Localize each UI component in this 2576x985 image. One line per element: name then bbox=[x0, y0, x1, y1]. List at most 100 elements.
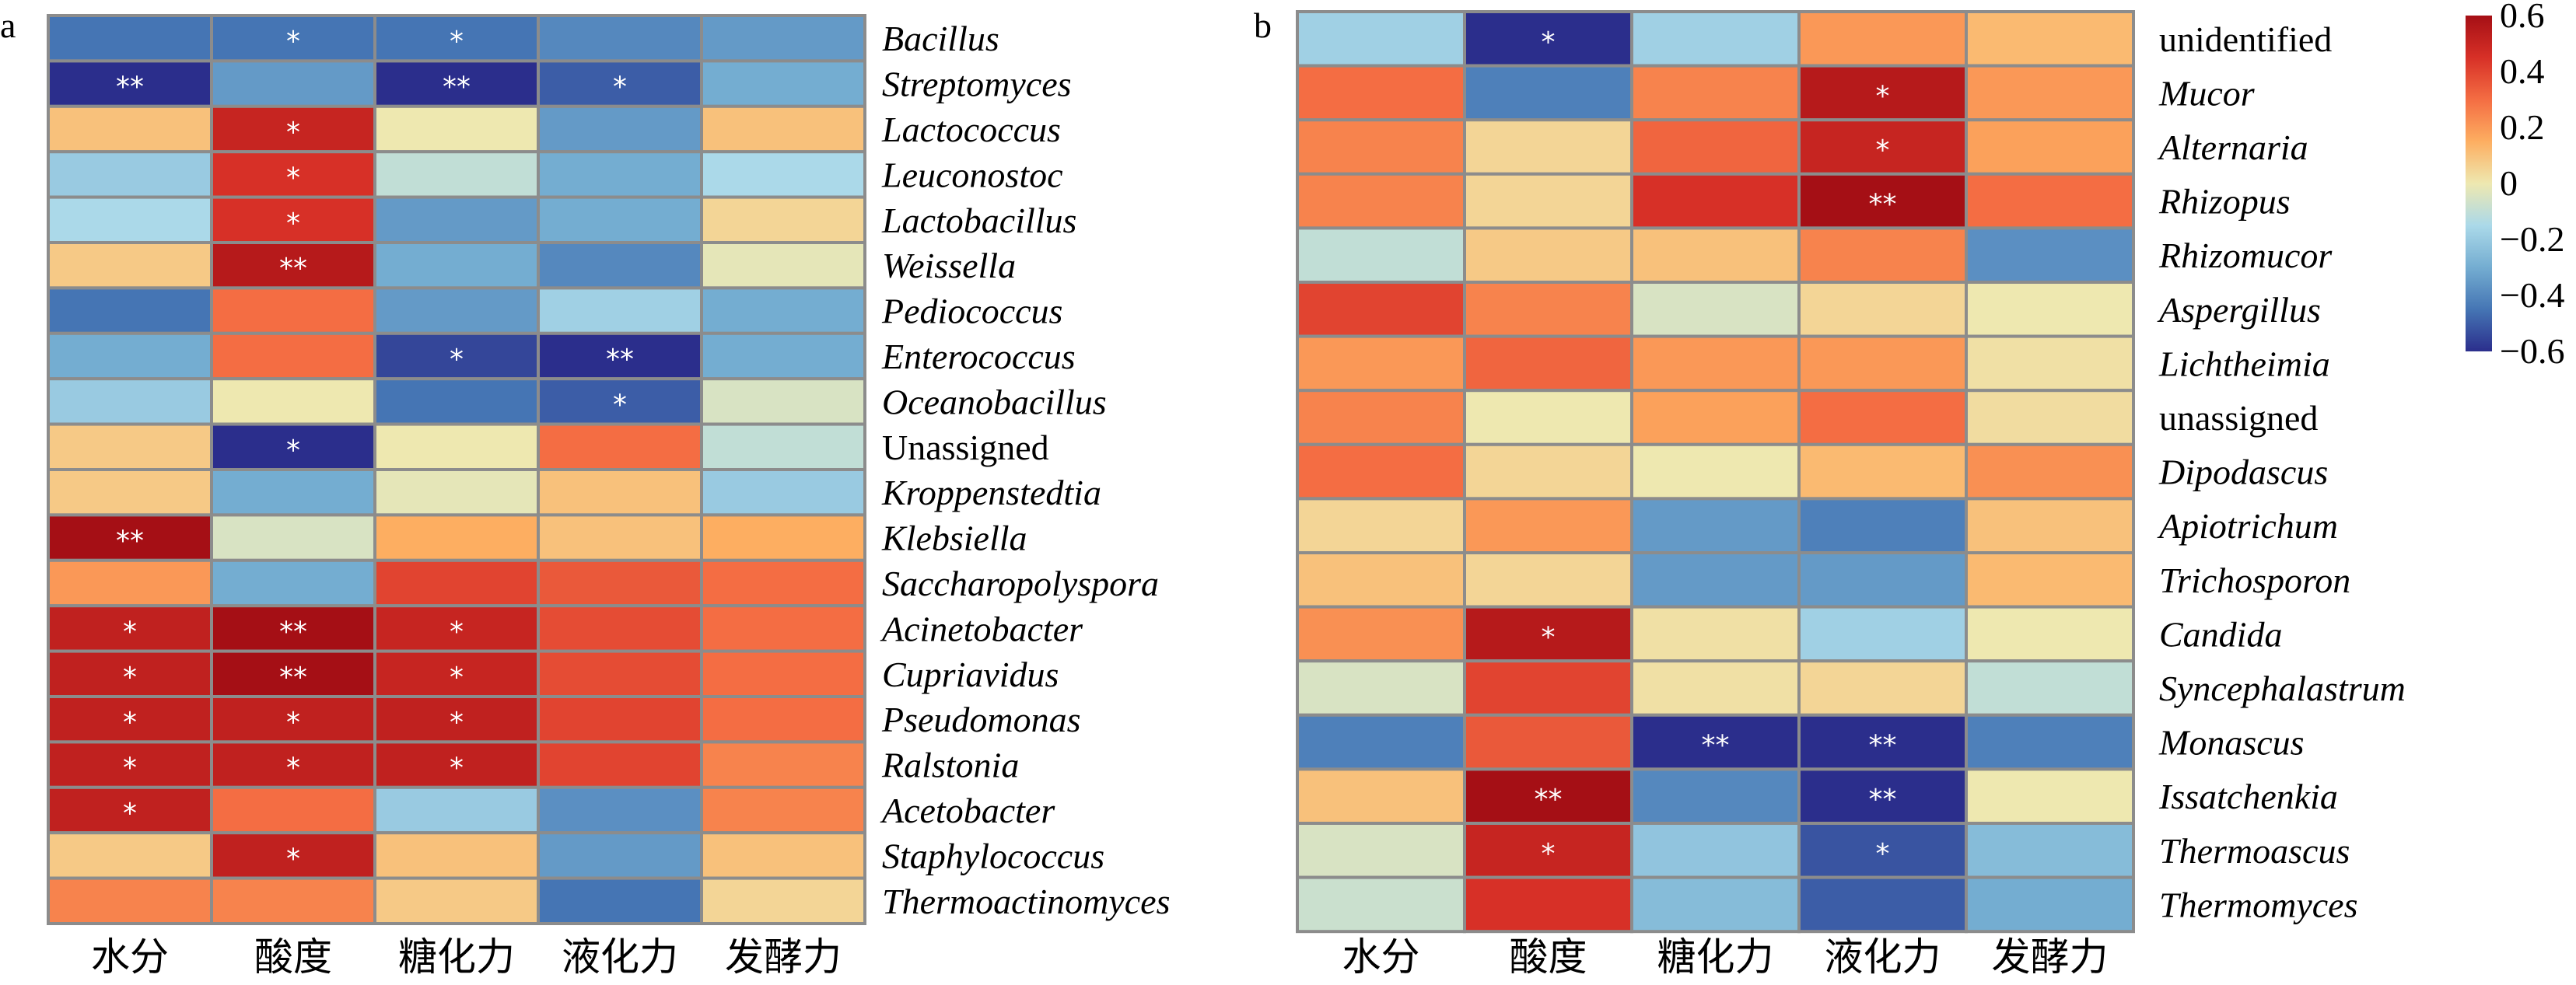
column-label: 酸度 bbox=[1510, 934, 1587, 980]
heatmap-cell bbox=[1630, 334, 1801, 393]
row-label: Apiotrichum bbox=[2157, 506, 2338, 546]
heatmap-cell bbox=[47, 785, 213, 835]
heatmap-cell bbox=[537, 468, 703, 517]
significance-marker: * bbox=[286, 843, 300, 875]
heatmap-cell bbox=[700, 150, 866, 199]
heatmap-cell bbox=[210, 604, 376, 653]
heatmap-cell bbox=[1463, 551, 1633, 609]
significance-marker: * bbox=[1876, 134, 1890, 166]
heatmap-cell bbox=[700, 468, 866, 517]
heatmap-cell bbox=[1296, 875, 1466, 934]
heatmap-cell bbox=[700, 104, 866, 154]
heatmap-cell bbox=[1630, 875, 1801, 934]
heatmap-cell bbox=[1463, 226, 1633, 284]
heatmap-cell bbox=[1630, 605, 1801, 663]
heatmap-cell bbox=[373, 241, 540, 290]
heatmap-cell bbox=[1296, 64, 1466, 122]
heatmap-panel-b: b * unidentified* Mucor* Alternaria** Rhizopu… bbox=[1254, 5, 2406, 980]
significance-marker: * bbox=[123, 616, 137, 648]
heatmap-cell bbox=[1296, 118, 1466, 176]
heatmap-cell bbox=[700, 14, 866, 63]
heatmap-cell bbox=[1797, 226, 1968, 284]
heatmap-cell bbox=[1463, 334, 1633, 393]
heatmap-cell bbox=[1296, 605, 1466, 663]
heatmap-cell bbox=[1797, 281, 1968, 338]
significance-marker: * bbox=[1542, 26, 1556, 58]
row-label: Rhizopus bbox=[2158, 182, 2291, 222]
significance-marker: ** bbox=[443, 72, 471, 103]
heatmap-cell bbox=[700, 286, 866, 335]
heatmap-cell bbox=[1630, 10, 1801, 68]
column-label: 液化力 bbox=[562, 934, 678, 980]
heatmap-cell bbox=[373, 649, 540, 698]
heatmap-cell bbox=[47, 286, 213, 335]
row-label: Cupriavidus bbox=[882, 655, 1059, 694]
heatmap-cell bbox=[537, 377, 703, 426]
heatmap-cell bbox=[210, 513, 376, 562]
heatmap-cell bbox=[210, 331, 376, 381]
row-label: Mucor bbox=[2158, 73, 2256, 113]
heatmap-cell bbox=[47, 377, 213, 426]
heatmap-cell bbox=[1463, 281, 1633, 338]
row-label: Thermomyces bbox=[2159, 885, 2358, 924]
significance-marker: * bbox=[450, 616, 464, 648]
heatmap-cell bbox=[1630, 767, 1801, 826]
heatmap-cell bbox=[537, 286, 703, 335]
heatmap-cell bbox=[1630, 389, 1801, 446]
heatmap-cell bbox=[1965, 659, 2135, 717]
heatmap-cell bbox=[1965, 172, 2135, 230]
significance-marker: ** bbox=[1535, 784, 1563, 816]
heatmap-cell bbox=[1797, 767, 1968, 826]
significance-marker: * bbox=[286, 208, 300, 239]
significance-marker: ** bbox=[1702, 730, 1730, 762]
heatmap-cell bbox=[1965, 875, 2135, 934]
heatmap-cell bbox=[1965, 497, 2135, 555]
heatmap-cell bbox=[47, 558, 213, 608]
heatmap-cell bbox=[700, 59, 866, 108]
heatmap-cell bbox=[47, 150, 213, 199]
heatmap-cell bbox=[700, 331, 866, 381]
heatmap-cell bbox=[1797, 334, 1968, 393]
row-label: Acetobacter bbox=[880, 791, 1055, 830]
column-label: 发酵力 bbox=[725, 934, 842, 980]
significance-marker: * bbox=[613, 389, 627, 421]
heatmap-cell bbox=[1630, 442, 1801, 501]
heatmap-cell bbox=[700, 241, 866, 290]
heatmap-cell bbox=[47, 468, 213, 517]
significance-marker: * bbox=[450, 753, 464, 784]
heatmap-cell bbox=[373, 558, 540, 608]
heatmap-cell bbox=[700, 513, 866, 562]
heatmap-cell bbox=[210, 876, 376, 925]
heatmap-cell bbox=[1965, 64, 2135, 122]
heatmap-cell bbox=[700, 649, 866, 698]
heatmap-cell bbox=[373, 104, 540, 154]
heatmap-cell bbox=[1463, 389, 1633, 446]
colorbar-tick-label: −0.6 bbox=[2500, 331, 2564, 371]
heatmap-cell bbox=[1296, 659, 1466, 717]
heatmap-cell bbox=[47, 14, 213, 63]
significance-marker: ** bbox=[1869, 784, 1897, 816]
heatmap-cell bbox=[47, 331, 213, 381]
significance-marker: * bbox=[450, 26, 464, 58]
heatmap-cell bbox=[1797, 118, 1968, 176]
heatmap-cell bbox=[537, 558, 703, 608]
row-label: unidentified bbox=[2159, 19, 2332, 59]
significance-marker: * bbox=[450, 707, 464, 739]
row-label: Dipodascus bbox=[2158, 452, 2328, 492]
heatmap-cell bbox=[1296, 281, 1466, 338]
heatmap-cell bbox=[700, 377, 866, 426]
heatmap-cell bbox=[1463, 118, 1633, 176]
heatmap-panel-a: a * * Bacillus** ** * Streptomyces* Lactococcus… bbox=[0, 5, 1170, 980]
significance-marker: * bbox=[123, 662, 137, 693]
heatmap-cell bbox=[1797, 389, 1968, 446]
row-label: Lactobacillus bbox=[881, 201, 1076, 240]
row-label: Acinetobacter bbox=[880, 609, 1083, 648]
column-label: 酸度 bbox=[254, 934, 332, 980]
heatmap-cell bbox=[1296, 822, 1466, 879]
heatmap-cell bbox=[1296, 497, 1466, 555]
heatmap-cell bbox=[1296, 442, 1466, 501]
heatmap-cell bbox=[700, 695, 866, 744]
heatmap-cell bbox=[537, 513, 703, 562]
row-label: Monascus bbox=[2158, 723, 2305, 763]
heatmap-cell bbox=[210, 649, 376, 698]
